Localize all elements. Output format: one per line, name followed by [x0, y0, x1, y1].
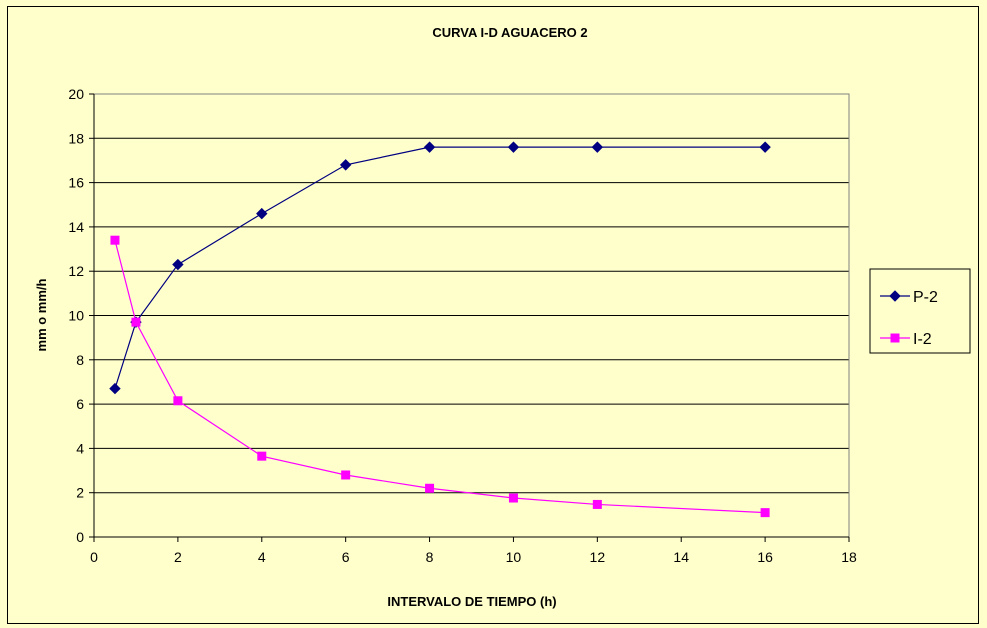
data-point	[339, 159, 352, 171]
x-axis-title: INTERVALO DE TIEMPO (h)	[387, 594, 556, 609]
y-tick-label: 8	[76, 352, 84, 368]
y-tick-label: 2	[76, 485, 84, 501]
data-point	[109, 382, 121, 395]
series-layer	[109, 141, 771, 518]
series-i-2	[110, 235, 770, 518]
series-p-2	[109, 141, 771, 395]
series-line	[114, 240, 766, 514]
data-point	[110, 235, 120, 245]
legend: P-2 I-2	[869, 268, 971, 354]
legend-box	[869, 268, 971, 354]
x-tick-label: 4	[258, 549, 266, 565]
y-tick-label: 16	[68, 175, 84, 191]
data-point	[173, 396, 183, 406]
x-tick-label: 10	[506, 549, 522, 565]
x-tick-label: 6	[342, 549, 350, 565]
data-point	[760, 508, 770, 518]
y-tick-label: 18	[68, 130, 84, 146]
x-tick-label: 16	[757, 549, 773, 565]
data-point	[341, 470, 351, 480]
data-point	[592, 499, 602, 509]
legend-marker	[889, 290, 901, 302]
y-axis-title: mm o mm/h	[34, 278, 49, 351]
data-point	[423, 141, 436, 153]
legend-label: P-2	[913, 289, 938, 306]
y-tick-label: 20	[68, 86, 84, 102]
data-point	[256, 207, 268, 220]
grid	[94, 93, 849, 494]
x-tick-label: 0	[90, 549, 98, 565]
y-tick-label: 6	[76, 396, 84, 412]
data-point	[257, 451, 267, 461]
series-line	[114, 146, 766, 389]
chart-title: CURVA I-D AGUACERO 2	[432, 25, 587, 40]
y-tick-label: 14	[68, 219, 84, 235]
y-tick-label: 4	[76, 440, 84, 456]
data-point	[131, 317, 141, 327]
x-tick-label: 18	[841, 549, 857, 565]
y-tick-label: 12	[68, 263, 84, 279]
x-tick-label: 2	[174, 549, 182, 565]
data-point	[507, 141, 520, 153]
data-point	[425, 483, 435, 493]
legend-marker	[890, 333, 900, 343]
x-tick-label: 8	[426, 549, 434, 565]
y-tick-label: 0	[76, 529, 84, 545]
legend-item-p-2: P-2	[880, 289, 938, 306]
data-point	[508, 493, 518, 503]
y-tick-label: 10	[68, 308, 84, 324]
legend-item-i-2: I-2	[880, 331, 932, 348]
data-point	[591, 141, 604, 153]
data-point	[759, 141, 771, 153]
axes: 0 2 4 6 8 10 12 14 16 18 20 0 2 4 6 8 10 12 14 16 18	[68, 86, 857, 565]
x-tick-label: 14	[673, 549, 689, 565]
x-tick-label: 12	[590, 549, 606, 565]
data-point	[172, 258, 184, 271]
legend-label: I-2	[913, 331, 932, 348]
